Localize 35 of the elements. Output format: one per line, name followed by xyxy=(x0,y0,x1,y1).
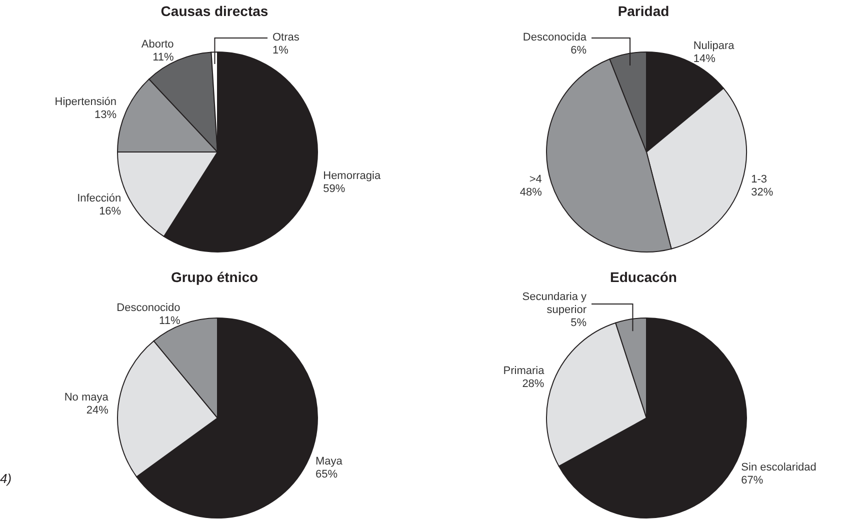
chart-title: Educacón xyxy=(609,268,678,287)
chart-title: Paridad xyxy=(616,2,670,21)
slice-label: Primaria xyxy=(503,364,546,377)
data-label: 48% xyxy=(520,186,542,198)
data-label: 5% xyxy=(570,316,587,329)
data-label: 14% xyxy=(693,52,716,65)
slice-label: Secundaria y superior xyxy=(522,290,587,316)
data-label: 1% xyxy=(272,44,289,56)
slice-label: Aborto xyxy=(141,38,174,50)
chart-title: Causas directas xyxy=(160,2,270,21)
data-label: 28% xyxy=(522,378,544,390)
data-label: 16% xyxy=(99,205,122,218)
data-label: 59% xyxy=(323,183,346,196)
slice-label: Nulipara xyxy=(693,40,736,52)
slice-label: No maya xyxy=(64,392,110,404)
slice-label: Maya xyxy=(316,455,344,468)
data-label: 6% xyxy=(570,44,587,56)
slice-label: Sin escolaridad xyxy=(741,461,816,474)
data-label: 11% xyxy=(152,51,174,64)
data-label: 32% xyxy=(751,186,774,198)
slice-label: Desconocida xyxy=(522,31,588,44)
slice-label: Hipertensión xyxy=(54,96,117,108)
slice-label: 1-3 xyxy=(751,173,768,186)
slice-label: >4 xyxy=(529,173,542,186)
data-label: 67% xyxy=(741,474,764,486)
data-label: 13% xyxy=(94,108,117,121)
slice-label: Desconocido xyxy=(116,302,180,314)
chart-title: Grupo étnico xyxy=(170,268,260,287)
slice-label: Infección xyxy=(77,192,122,204)
text: 4) xyxy=(0,471,12,486)
slice-label: Otras xyxy=(272,31,300,44)
data-label: 24% xyxy=(86,404,109,417)
data-label: 65% xyxy=(316,468,338,480)
data-label: 11% xyxy=(159,314,180,327)
slice-label: Hemorragia xyxy=(323,170,382,182)
